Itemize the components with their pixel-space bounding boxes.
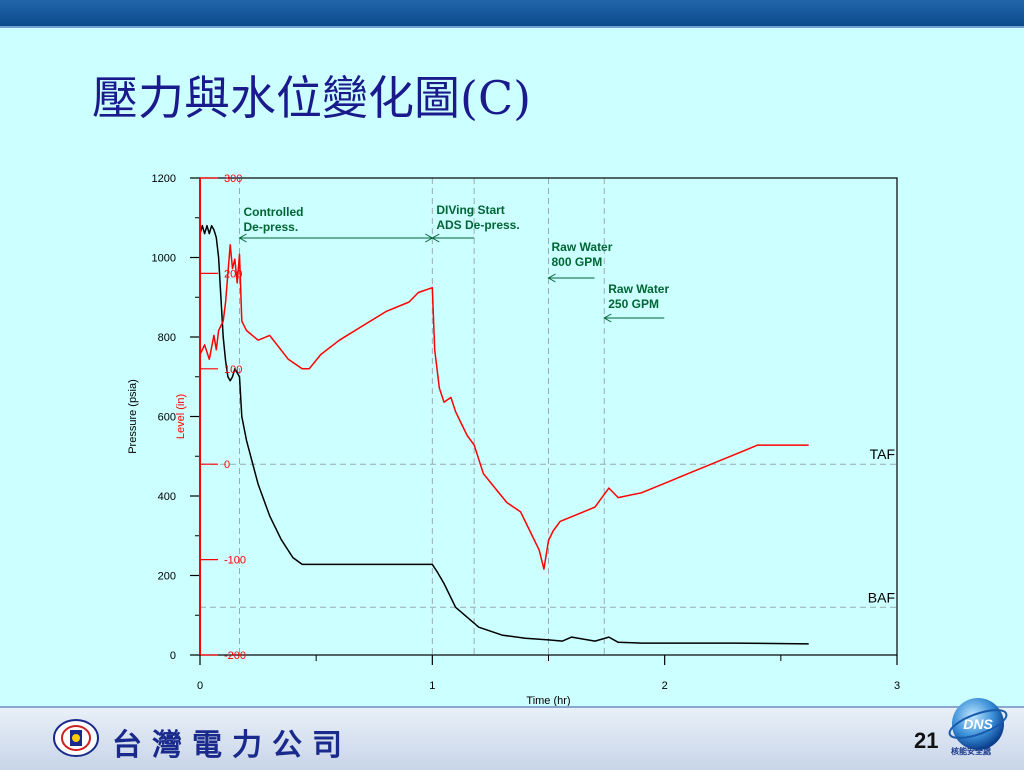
slide-title: 壓力與水位變化圖(C) <box>92 71 532 125</box>
y-tick-label: 1000 <box>152 253 176 265</box>
y-tick-label: 800 <box>158 332 176 344</box>
y2-tick-label: -200 <box>224 650 246 662</box>
taipower-logo-icon <box>53 719 99 757</box>
chart-grid <box>200 178 897 655</box>
series-level-line <box>199 244 809 570</box>
y-tick-label: 200 <box>158 571 176 583</box>
x-tick-label: 3 <box>894 680 900 692</box>
arrowhead-left <box>603 313 612 323</box>
x-tick-label: 0 <box>197 680 203 692</box>
hline-label-baf: BAF <box>868 589 895 605</box>
series-pressure-line <box>199 224 809 645</box>
company-name: 台灣電力公司 <box>112 728 352 763</box>
page-number: 21 <box>914 728 939 753</box>
footer-bar: 台灣電力公司 21 DNS 核能安全處 <box>0 698 1024 770</box>
x-axis-title: Time (hr) <box>526 695 570 707</box>
svg-text:DNS: DNS <box>963 716 993 732</box>
chart-axes: 0 200 400 600 800 1000 1200 -200 -100 0 100 200 300 0… <box>127 173 900 707</box>
dns-logo-subtext: 核能安全處 <box>951 747 991 756</box>
annotation-controlled-depress: Controlled <box>243 205 303 219</box>
top-banner <box>0 0 1024 26</box>
annotation-raw-water-800: 800 GPM <box>552 255 603 269</box>
annotation-controlled-depress: De-press. <box>243 220 298 234</box>
annotation-raw-water-800: Raw Water <box>552 240 613 254</box>
y2-tick-label: 100 <box>224 364 242 376</box>
annotation-diving-start: ADS De-press. <box>436 218 519 232</box>
y2-tick-label: 200 <box>224 268 242 280</box>
y2-tick-label: -100 <box>224 555 246 567</box>
arrowhead-left <box>547 273 556 283</box>
dns-logo-icon: DNS <box>948 698 1008 750</box>
x-tick-label: 2 <box>662 680 668 692</box>
hline-label-taf: TAF <box>870 446 895 462</box>
y-axis-title: Pressure (psia) <box>127 379 139 454</box>
y-tick-label: 400 <box>158 491 176 503</box>
y-tick-label: 0 <box>170 650 176 662</box>
arrowhead-left <box>431 233 440 243</box>
x-tick-label: 1 <box>429 680 435 692</box>
chart-series <box>199 224 809 645</box>
y-tick-label: 1200 <box>152 173 176 185</box>
annotation-diving-start: DIVing Start <box>436 203 504 217</box>
y-tick-label: 600 <box>158 412 176 424</box>
y2-tick-label: 0 <box>224 459 230 471</box>
arrowhead-left <box>238 233 247 243</box>
y2-tick-label: 300 <box>224 173 242 185</box>
annotation-raw-water-250: 250 GPM <box>608 297 659 311</box>
annotation-raw-water-250: Raw Water <box>608 282 669 296</box>
top-banner-line <box>0 26 1024 28</box>
y2-axis-title: Level (in) <box>175 394 187 439</box>
